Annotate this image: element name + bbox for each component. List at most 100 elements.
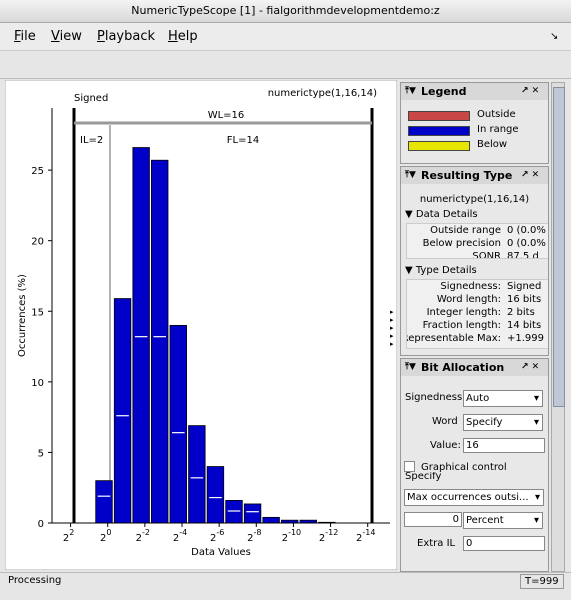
plot-area: Signed numerictype(1,16,14) WL=16 IL=2 FL=14… [5,80,397,570]
y-tick-label: 15 [31,307,44,318]
title-bar: NumericTypeScope [1] - fialgorithmdevelo… [0,0,571,23]
y-tick-label: 5 [38,448,44,459]
bar [113,298,132,524]
section-toggle[interactable]: ▼ Type Details [405,265,477,276]
close-icon[interactable]: ↗ ✕ [521,86,540,96]
detail-value: Signed [507,281,542,292]
pin-icon[interactable]: ⤒▼ [405,170,416,180]
group-label: Specify [405,472,442,481]
section-title: Type Details [415,265,477,276]
unit-select[interactable]: Percent [463,512,543,529]
type-details: Signedness: Signed Word length: 16 bits Inte… [406,279,548,349]
annotation: FL=14 [227,135,259,146]
tick-base: 2 [173,533,179,544]
tick-base: 2 [100,533,106,544]
bar [132,147,150,524]
scroll-thumb[interactable] [553,87,565,407]
x-tick-label: 20 [100,528,111,544]
y-tick-label: 25 [31,166,44,177]
legend-swatch [408,126,470,136]
detail-label: Signedness: [440,281,501,292]
panel-header: Bit Allocation [401,359,548,376]
undock-icon[interactable]: ↘ [550,31,559,42]
time-text: T=999 [520,574,564,589]
bar [169,324,187,524]
detail-value: 0 (0.0% [507,238,546,249]
tick-exponent: 0 [106,528,111,537]
detail-label: Integer length: [426,307,501,318]
x-tick-label: 2-14 [356,528,375,544]
bar [151,159,169,524]
detail-value: 87.5 d [507,251,539,259]
close-icon[interactable]: ↗ ✕ [521,362,540,372]
tick-base: 2 [247,533,253,544]
detail-value: 14 bits [507,320,542,331]
detail-label: SQNR [472,251,501,259]
bar [243,503,262,524]
tick-exponent: -8 [253,528,261,537]
tick-base: 2 [63,533,69,544]
status-text: Processing [8,575,62,586]
value-input[interactable]: 16 [463,438,545,453]
tick-base: 2 [282,533,288,544]
detail-label: Below precision [422,238,501,249]
tick-exponent: -6 [216,528,224,537]
section-toggle[interactable]: ▼ Data Details [405,209,478,220]
y-tick-label: 20 [31,237,44,248]
tick-base: 2 [210,533,216,544]
tick-exponent: -14 [362,528,375,537]
annotation: IL=2 [80,135,103,146]
bar [95,480,113,524]
signedness-select[interactable]: Auto [463,390,543,407]
menu-view[interactable]: View [51,29,82,44]
pin-icon[interactable]: ⤒▼ [405,362,416,372]
detail-label: Outside range [430,225,501,236]
bar [206,466,225,524]
collapse-arrows[interactable]: ▸ ▸ ▸ ▸ ▸ [390,308,394,348]
toolbar [0,51,571,79]
outside-input[interactable]: 0 [404,512,462,527]
panel-header: Resulting Type [401,167,548,184]
x-tick-label: 2-6 [210,528,224,544]
data-details: Outside range 0 (0.0% Below precision 0 (0.… [406,223,548,259]
detail-value: +1.999 [507,333,545,344]
detail-label: Word length: [436,294,501,305]
close-icon[interactable]: ↗ ✕ [521,170,540,180]
detail-label: Fraction length: [422,320,501,331]
tick-exponent: -2 [142,528,150,537]
bar [188,425,206,524]
x-tick-label: 2-2 [136,528,150,544]
extra-il-input[interactable]: 0 [463,536,545,551]
tick-exponent: -4 [179,528,187,537]
scrollbar[interactable] [551,82,565,572]
tick-exponent: -12 [325,528,338,537]
menu-bar [0,23,571,51]
bar [225,500,243,524]
x-axis-label: Data Values [191,547,251,558]
legend-label: Outside [477,109,516,120]
menu-file[interactable]: File [14,29,36,44]
legend-swatch [408,141,470,151]
field-label: Word [432,416,458,427]
menu-help[interactable]: Help [168,29,198,44]
menu-playback[interactable]: Playback [97,29,156,44]
annotation: WL=16 [208,110,245,121]
type-text: numerictype(1,16,14) [419,194,530,205]
method-select[interactable]: Max occurrences outsi... [404,489,544,506]
checkbox[interactable] [404,461,415,472]
y-tick-label: 0 [38,519,44,530]
legend-panel: Legend ⤒▼ ↗ ✕ Outside In range Below [400,82,549,164]
y-tick-label: 10 [31,378,44,389]
tick-base: 2 [356,533,362,544]
bit-allocation-panel: Bit Allocation ⤒▼ ↗ ✕ Signedness Auto Wo… [400,358,549,572]
word-select[interactable]: Specify [463,414,543,431]
pin-icon[interactable]: ⤒▼ [405,86,416,96]
y-axis-label: Occurrences (%) [17,274,28,357]
legend-label: Below [477,139,508,150]
detail-value: 16 bits [507,294,542,305]
tick-exponent: 2 [69,528,74,537]
legend-swatch [408,111,470,121]
resulting-type-panel: Resulting Type ⤒▼ ↗ ✕ numerictype(1,16,1… [400,166,549,356]
field-label: Signedness [405,392,463,403]
x-tick-label: 22 [63,528,74,544]
